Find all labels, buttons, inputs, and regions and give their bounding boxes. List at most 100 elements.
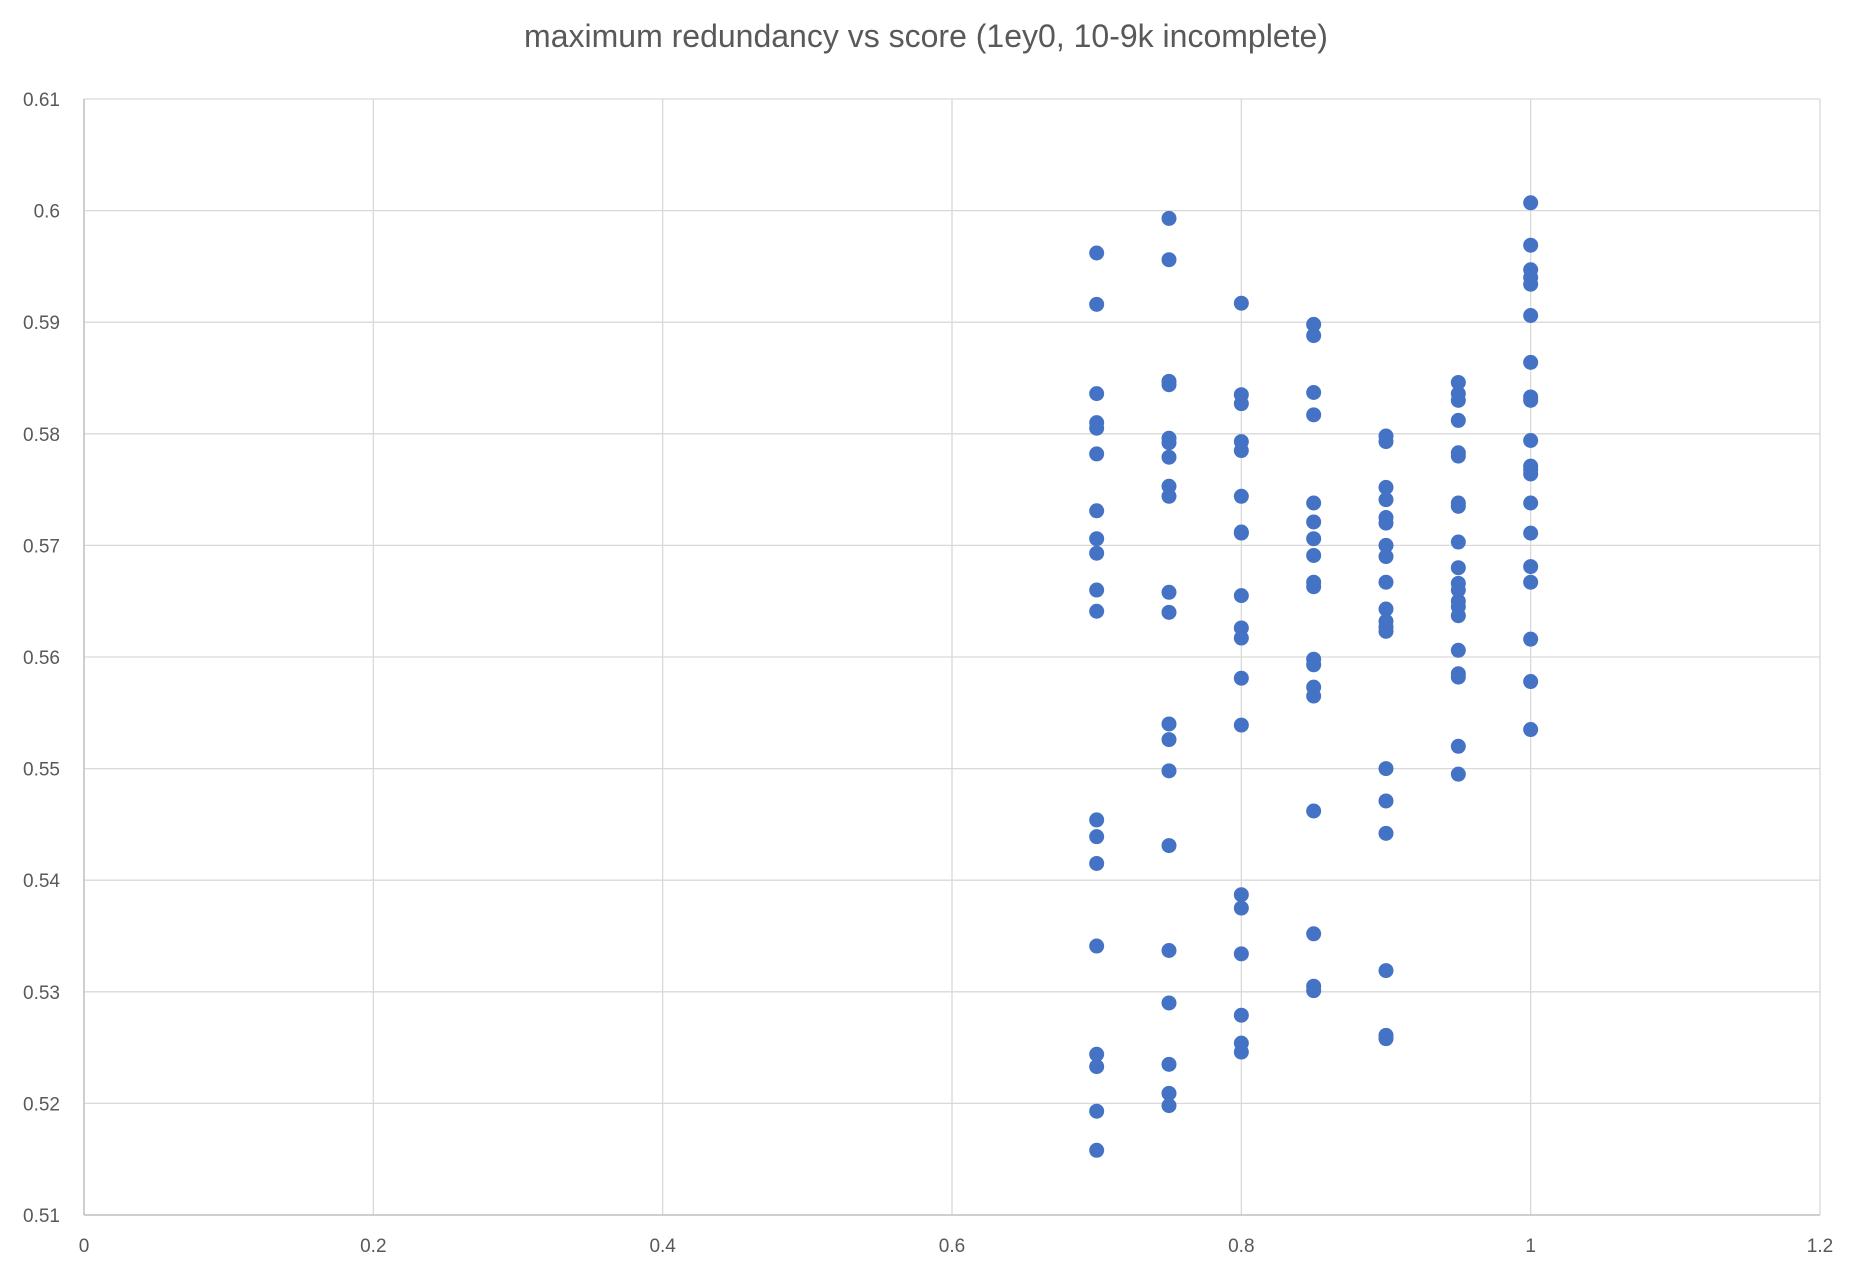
- y-tick-label: 0.6: [34, 202, 60, 223]
- data-point: [1233, 670, 1249, 686]
- data-point: [1306, 328, 1322, 344]
- x-tick-label: 0.8: [1228, 1236, 1254, 1257]
- y-tick-label: 0.57: [23, 536, 60, 557]
- data-point: [1233, 717, 1249, 733]
- data-point: [1306, 316, 1322, 332]
- y-tick-label: 0.52: [23, 1094, 60, 1115]
- data-point: [1450, 766, 1466, 782]
- data-point: [1378, 963, 1394, 979]
- y-axis-tick-labels: 0.51 0.52 0.53 0.54 0.55 0.56 0.57 0.58 0.59 0.6 0…: [23, 90, 60, 1227]
- data-point: [1161, 210, 1177, 226]
- y-tick-label: 0.58: [23, 425, 60, 446]
- data-point: [1089, 829, 1105, 845]
- data-point: [1450, 534, 1466, 550]
- data-point: [1306, 495, 1322, 511]
- x-axis-tick-labels: 0 0.2 0.4 0.6 0.8 1 1.2: [79, 1236, 1834, 1257]
- data-point: [1161, 943, 1177, 959]
- data-point: [1523, 308, 1539, 324]
- data-point: [1161, 449, 1177, 465]
- y-tick-label: 0.56: [23, 648, 60, 669]
- data-point: [1089, 545, 1105, 561]
- data-point: [1161, 584, 1177, 600]
- data-point: [1523, 631, 1539, 647]
- data-point: [1450, 374, 1466, 390]
- data-point: [1378, 479, 1394, 495]
- data-point: [1378, 825, 1394, 841]
- data-point: [1306, 688, 1322, 704]
- y-tick-label: 0.61: [23, 90, 60, 111]
- data-point: [1233, 887, 1249, 903]
- data-point: [1450, 669, 1466, 685]
- data-points: [1089, 195, 1539, 1158]
- data-point: [1233, 396, 1249, 412]
- data-point: [1161, 732, 1177, 748]
- data-point: [1450, 412, 1466, 428]
- data-point: [1450, 738, 1466, 754]
- y-tick-label: 0.59: [23, 313, 60, 334]
- data-point: [1306, 514, 1322, 530]
- data-point: [1378, 492, 1394, 508]
- data-point: [1306, 547, 1322, 563]
- data-point: [1378, 601, 1394, 617]
- data-point: [1089, 531, 1105, 547]
- data-point: [1233, 1044, 1249, 1060]
- data-point: [1306, 926, 1322, 942]
- data-point: [1233, 443, 1249, 459]
- data-point: [1523, 574, 1539, 590]
- gridlines: [84, 98, 1821, 1215]
- data-point: [1306, 407, 1322, 423]
- data-point: [1089, 582, 1105, 598]
- data-point: [1378, 574, 1394, 590]
- data-point: [1523, 195, 1539, 211]
- data-point: [1089, 245, 1105, 261]
- data-point: [1089, 812, 1105, 828]
- data-point: [1161, 763, 1177, 779]
- data-point: [1233, 295, 1249, 311]
- x-tick-label: 1: [1525, 1236, 1536, 1257]
- data-point: [1306, 531, 1322, 547]
- data-point: [1161, 488, 1177, 504]
- data-point: [1161, 1056, 1177, 1072]
- data-point: [1523, 354, 1539, 370]
- data-point: [1233, 488, 1249, 504]
- x-tick-label: 0.2: [360, 1236, 386, 1257]
- data-point: [1523, 559, 1539, 575]
- data-point: [1233, 525, 1249, 541]
- data-point: [1089, 1103, 1105, 1119]
- y-tick-label: 0.54: [23, 871, 60, 892]
- data-point: [1378, 434, 1394, 450]
- x-tick-label: 1.2: [1807, 1236, 1833, 1257]
- x-tick-label: 0.6: [939, 1236, 965, 1257]
- data-point: [1089, 603, 1105, 619]
- data-point: [1161, 377, 1177, 393]
- data-point: [1450, 392, 1466, 408]
- data-point: [1450, 642, 1466, 658]
- data-point: [1523, 674, 1539, 690]
- data-point: [1450, 608, 1466, 624]
- data-point: [1161, 435, 1177, 451]
- data-point: [1450, 448, 1466, 464]
- y-tick-label: 0.53: [23, 983, 60, 1004]
- data-point: [1089, 446, 1105, 462]
- data-point: [1378, 515, 1394, 531]
- data-point: [1089, 386, 1105, 402]
- y-tick-label: 0.51: [23, 1206, 60, 1227]
- x-tick-label: 0.4: [649, 1236, 676, 1257]
- data-point: [1450, 498, 1466, 514]
- data-point: [1378, 623, 1394, 639]
- data-point: [1089, 855, 1105, 871]
- data-point: [1523, 495, 1539, 511]
- data-point: [1233, 946, 1249, 962]
- data-point: [1233, 900, 1249, 916]
- data-point: [1306, 579, 1322, 595]
- data-point: [1161, 252, 1177, 268]
- data-point: [1523, 525, 1539, 541]
- axes: [83, 99, 1820, 1216]
- data-point: [1450, 582, 1466, 598]
- data-point: [1233, 588, 1249, 604]
- data-point: [1523, 432, 1539, 448]
- data-point: [1378, 761, 1394, 777]
- data-point: [1523, 722, 1539, 738]
- data-point: [1161, 1085, 1177, 1101]
